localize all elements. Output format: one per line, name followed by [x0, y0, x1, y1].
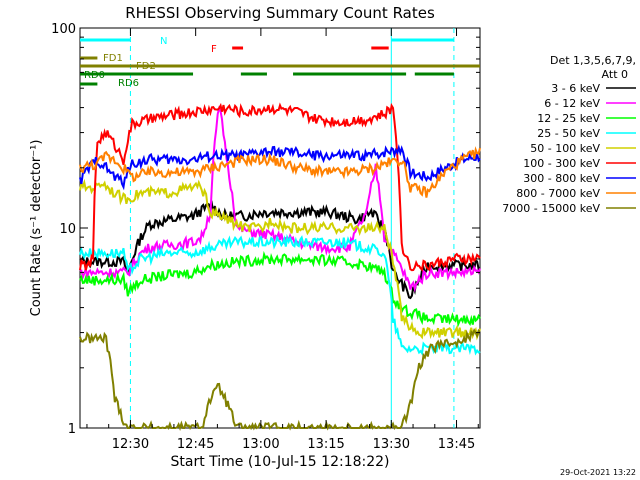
legend-label: 3 - 6 keV — [551, 82, 600, 95]
series-line-8 — [79, 328, 481, 432]
x-tick-label: 13:15 — [307, 437, 344, 452]
legend-label: 50 - 100 keV — [530, 142, 600, 155]
x-tick-label: 13:00 — [242, 437, 279, 452]
series-line-7 — [79, 146, 481, 198]
series-line-6 — [79, 144, 481, 191]
annotation-label-fd2: FD2 — [136, 61, 156, 72]
annotation-label-rd6: RD6 — [118, 78, 139, 89]
series-layer — [79, 102, 481, 432]
series-line-5 — [79, 102, 481, 272]
legend-header-line-2: Att 0 — [602, 68, 628, 81]
y-tick-label: 100 — [51, 22, 76, 37]
legend-label: 25 - 50 keV — [537, 127, 600, 140]
series-line-4 — [79, 178, 481, 341]
annotation-label-fd1: FD1 — [103, 53, 123, 64]
series-line-2 — [79, 250, 481, 328]
annotation-label-rd0: RD0 — [84, 70, 105, 81]
x-tick-label: 13:45 — [438, 437, 475, 452]
legend-label: 12 - 25 keV — [537, 112, 600, 125]
y-tick-label: 1 — [68, 422, 76, 437]
legend-label: 800 - 7000 keV — [516, 187, 600, 200]
series-line-3 — [79, 233, 481, 356]
axis-layer: 1 10 100 12:30 12:45 13:00 13:15 13:30 13:45 — [51, 22, 480, 452]
x-tick-label: 12:45 — [177, 437, 214, 452]
legend-label: 100 - 300 keV — [523, 157, 600, 170]
y-axis-label: Count Rate (s⁻¹ detector⁻¹) — [29, 140, 44, 317]
y-tick-label: 10 — [59, 222, 76, 237]
annotation-label-f: F — [211, 44, 217, 55]
generated-timestamp: 29-Oct-2021 13:22 — [560, 468, 636, 477]
series-line-1 — [79, 105, 481, 293]
x-tick-label: 13:30 — [373, 437, 410, 452]
legend: Det 1,3,5,6,7,9, Att 0 3 - 6 keV 6 - 12 k… — [502, 54, 636, 215]
legend-label: 6 - 12 keV — [544, 97, 600, 110]
legend-header-line-1: Det 1,3,5,6,7,9, — [550, 54, 636, 67]
legend-label: 300 - 800 keV — [523, 172, 600, 185]
annotation-label-n: N — [160, 36, 167, 47]
legend-label: 7000 - 15000 keV — [502, 202, 600, 215]
annotation-bars: N F FD1 FD2 RD0 RD6 — [80, 28, 480, 428]
chart-title: RHESSI Observing Summary Count Rates — [125, 4, 435, 22]
x-axis-label: Start Time (10-Jul-15 12:18:22) — [170, 454, 389, 470]
x-tick-label: 12:30 — [112, 437, 149, 452]
